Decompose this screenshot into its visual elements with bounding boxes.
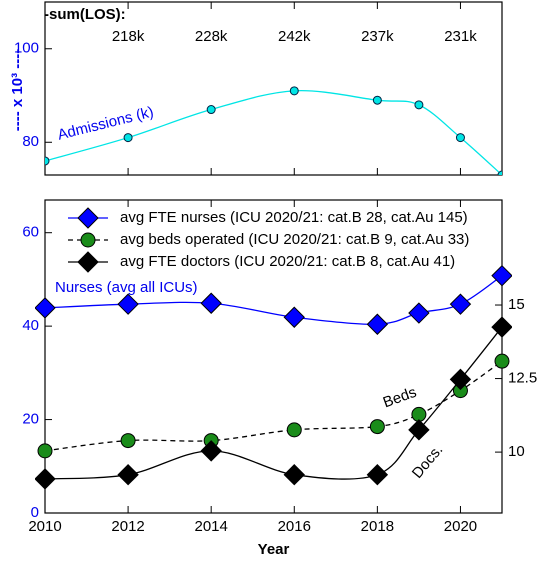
point <box>491 264 512 287</box>
plot-area <box>35 264 512 490</box>
point <box>200 440 222 462</box>
y-tick-label: 100 <box>14 40 39 57</box>
annotation: Docs. <box>409 442 447 482</box>
los-label: -sum(LOS): <box>44 6 126 23</box>
y-tick-label: 60 <box>22 224 39 241</box>
point <box>200 292 222 314</box>
x-tick-label: 2010 <box>28 518 61 535</box>
legend-label: avg FTE doctors (ICU 2020/21: cat.B 8, c… <box>120 253 455 270</box>
x-tick-label: 2012 <box>111 518 144 535</box>
point <box>206 105 216 115</box>
legend-marker <box>80 232 96 248</box>
annotation: Beds <box>381 384 419 412</box>
los-value: 228k <box>195 28 228 45</box>
y-axis-label: ---- x 10³ ---- <box>9 49 26 132</box>
point <box>372 95 382 105</box>
los-value: 218k <box>112 28 145 45</box>
point <box>366 463 389 486</box>
point <box>117 463 139 486</box>
y2-tick-label: 10 <box>508 443 525 460</box>
y-tick-label: 0 <box>31 504 39 521</box>
legend-label: avg FTE nurses (ICU 2020/21: cat.B 28, c… <box>120 209 468 226</box>
point <box>35 468 56 490</box>
point <box>283 306 305 328</box>
legend-marker <box>77 251 99 273</box>
point <box>286 422 302 438</box>
series-line <box>44 360 503 452</box>
x-tick-label: 2014 <box>194 518 227 535</box>
legend-marker <box>77 207 99 229</box>
point <box>283 463 305 486</box>
y2-tick-label: 12.5 <box>508 370 537 387</box>
point <box>117 293 139 315</box>
point <box>369 419 385 435</box>
point <box>123 133 133 143</box>
los-value: 242k <box>278 28 311 45</box>
y-tick-label: 40 <box>22 317 39 334</box>
point <box>35 297 56 319</box>
los-value: 237k <box>361 28 394 45</box>
plot-area <box>45 86 502 175</box>
annotation: Admissions (k) <box>56 103 156 143</box>
point <box>120 433 136 449</box>
series-line <box>45 90 502 175</box>
y2-tick-label: 15 <box>508 296 525 313</box>
x-tick-label: 2018 <box>361 518 394 535</box>
point <box>494 353 510 369</box>
x-tick-label: 2016 <box>278 518 311 535</box>
point <box>455 133 465 143</box>
point <box>366 313 389 335</box>
point <box>491 316 512 338</box>
annotation: Nurses (avg all ICUs) <box>55 279 198 296</box>
los-value: 231k <box>444 28 477 45</box>
plot-frame <box>44 1 503 176</box>
y-tick-label: 80 <box>22 133 39 150</box>
point <box>497 170 502 175</box>
point <box>37 443 53 459</box>
point <box>408 419 430 441</box>
point <box>408 302 430 324</box>
x-axis-label: Year <box>258 541 290 558</box>
point <box>45 156 50 166</box>
x-tick-label: 2020 <box>444 518 477 535</box>
point <box>289 86 299 96</box>
y-tick-label: 20 <box>22 411 39 428</box>
point <box>449 293 472 315</box>
point <box>414 100 424 110</box>
point <box>449 368 472 391</box>
legend-label: avg beds operated (ICU 2020/21: cat.B 9,… <box>120 231 469 248</box>
